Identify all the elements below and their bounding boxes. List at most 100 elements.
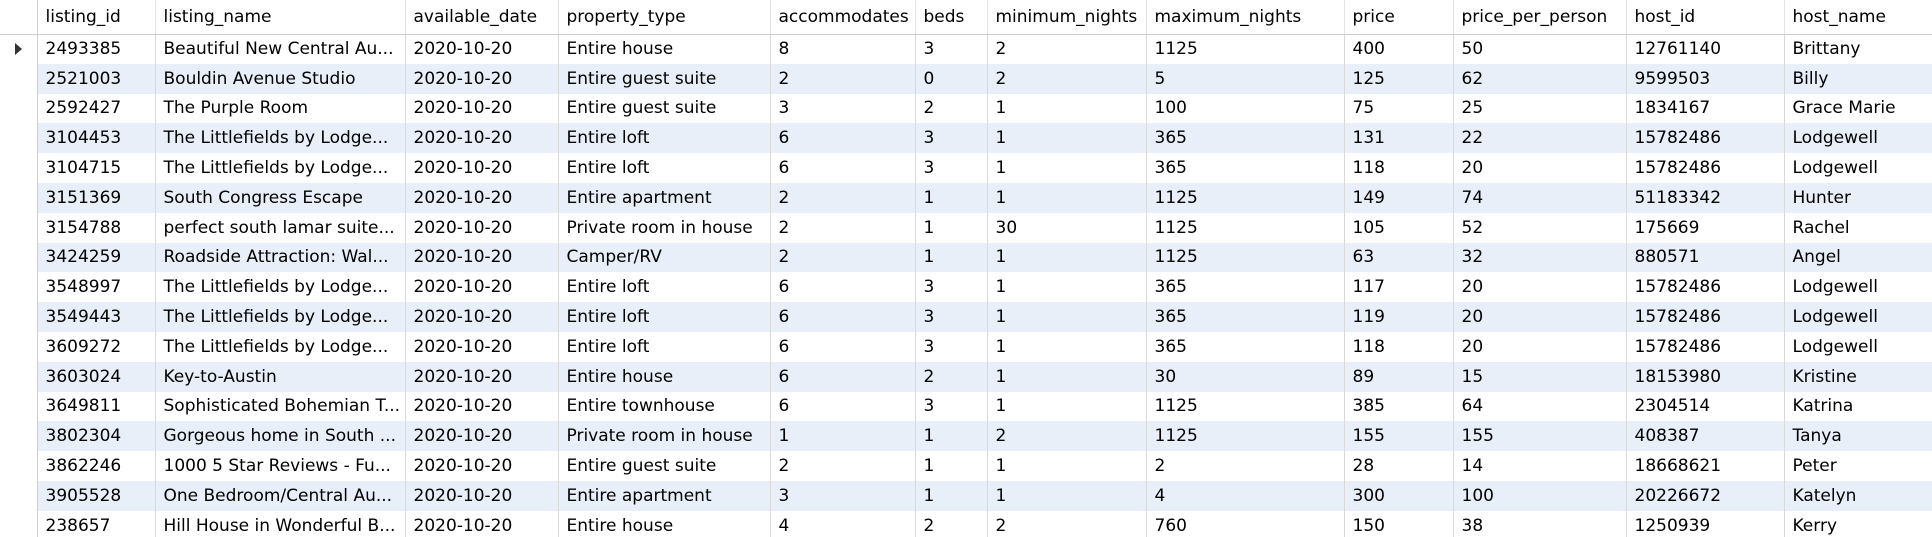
cell-price-per-person[interactable]: 20 <box>1453 153 1627 183</box>
cell-available-date[interactable]: 2020-10-20 <box>405 93 559 124</box>
cell-beds[interactable]: 2 <box>915 510 988 537</box>
cell-host-id[interactable]: 2304514 <box>1626 391 1785 422</box>
cell-host-name[interactable]: Katelyn <box>1784 480 1932 511</box>
cell-listing-id[interactable]: 3802304 <box>37 421 156 452</box>
table-row[interactable]: 3104453 The Littlefields by Lodge... 2020-… <box>0 123 1932 154</box>
cell-price-per-person[interactable]: 20 <box>1453 302 1627 332</box>
cell-listing-name[interactable]: Sophisticated Bohemian T... <box>155 391 406 422</box>
cell-accommodates[interactable]: 8 <box>770 34 916 64</box>
cell-host-id[interactable]: 15782486 <box>1626 302 1785 332</box>
cell-listing-id[interactable]: 3151369 <box>37 182 156 213</box>
row-selector[interactable] <box>0 212 38 243</box>
cell-accommodates[interactable]: 2 <box>770 451 916 481</box>
cell-listing-id[interactable]: 2493385 <box>37 34 156 64</box>
cell-maximum-nights[interactable]: 365 <box>1146 123 1345 154</box>
cell-price-per-person[interactable]: 25 <box>1453 93 1627 124</box>
cell-maximum-nights[interactable]: 1125 <box>1146 182 1345 213</box>
table-row[interactable]: 3603024 Key-to-Austin 2020-10-20 Entire hou… <box>0 361 1932 392</box>
cell-price[interactable]: 400 <box>1344 34 1454 64</box>
cell-host-name[interactable]: Lodgewell <box>1784 153 1932 183</box>
cell-price-per-person[interactable]: 20 <box>1453 272 1627 303</box>
cell-host-id[interactable]: 12761140 <box>1626 34 1785 64</box>
column-header-listing-name[interactable]: listing_name <box>155 0 406 35</box>
cell-listing-name[interactable]: 1000 5 Star Reviews - Fu... <box>155 451 406 481</box>
cell-minimum-nights[interactable]: 1 <box>987 451 1147 481</box>
cell-host-id[interactable]: 408387 <box>1626 421 1785 452</box>
row-selector[interactable] <box>0 34 38 64</box>
cell-price[interactable]: 28 <box>1344 451 1454 481</box>
cell-listing-name[interactable]: Key-to-Austin <box>155 361 406 392</box>
row-selector[interactable] <box>0 153 38 183</box>
cell-accommodates[interactable]: 6 <box>770 123 916 154</box>
cell-minimum-nights[interactable]: 1 <box>987 331 1147 362</box>
cell-beds[interactable]: 1 <box>915 480 988 511</box>
cell-property-type[interactable]: Private room in house <box>558 421 771 452</box>
cell-price-per-person[interactable]: 32 <box>1453 242 1627 273</box>
cell-price[interactable]: 385 <box>1344 391 1454 422</box>
cell-price[interactable]: 119 <box>1344 302 1454 332</box>
cell-listing-id[interactable]: 3104453 <box>37 123 156 154</box>
cell-listing-name[interactable]: One Bedroom/Central Au... <box>155 480 406 511</box>
cell-price-per-person[interactable]: 20 <box>1453 331 1627 362</box>
cell-maximum-nights[interactable]: 760 <box>1146 510 1345 537</box>
cell-host-name[interactable]: Lodgewell <box>1784 123 1932 154</box>
cell-accommodates[interactable]: 2 <box>770 212 916 243</box>
cell-maximum-nights[interactable]: 365 <box>1146 272 1345 303</box>
cell-minimum-nights[interactable]: 1 <box>987 361 1147 392</box>
cell-available-date[interactable]: 2020-10-20 <box>405 34 559 64</box>
cell-price-per-person[interactable]: 100 <box>1453 480 1627 511</box>
cell-price-per-person[interactable]: 64 <box>1453 391 1627 422</box>
cell-listing-name[interactable]: The Littlefields by Lodge... <box>155 153 406 183</box>
row-selector[interactable] <box>0 331 38 362</box>
cell-price[interactable]: 118 <box>1344 153 1454 183</box>
cell-minimum-nights[interactable]: 1 <box>987 480 1147 511</box>
cell-listing-name[interactable]: Hill House in Wonderful B... <box>155 510 406 537</box>
cell-listing-name[interactable]: Bouldin Avenue Studio <box>155 63 406 94</box>
cell-maximum-nights[interactable]: 365 <box>1146 331 1345 362</box>
cell-minimum-nights[interactable]: 2 <box>987 510 1147 537</box>
cell-minimum-nights[interactable]: 1 <box>987 182 1147 213</box>
cell-beds[interactable]: 1 <box>915 421 988 452</box>
cell-beds[interactable]: 1 <box>915 242 988 273</box>
row-selector[interactable] <box>0 302 38 332</box>
cell-property-type[interactable]: Entire townhouse <box>558 391 771 422</box>
cell-host-name[interactable]: Kristine <box>1784 361 1932 392</box>
cell-listing-id[interactable]: 3154788 <box>37 212 156 243</box>
cell-property-type[interactable]: Entire guest suite <box>558 63 771 94</box>
cell-host-id[interactable]: 9599503 <box>1626 63 1785 94</box>
cell-maximum-nights[interactable]: 2 <box>1146 451 1345 481</box>
cell-host-id[interactable]: 175669 <box>1626 212 1785 243</box>
cell-listing-name[interactable]: The Littlefields by Lodge... <box>155 272 406 303</box>
cell-host-id[interactable]: 51183342 <box>1626 182 1785 213</box>
cell-price-per-person[interactable]: 22 <box>1453 123 1627 154</box>
cell-available-date[interactable]: 2020-10-20 <box>405 302 559 332</box>
cell-host-name[interactable]: Grace Marie <box>1784 93 1932 124</box>
cell-price[interactable]: 75 <box>1344 93 1454 124</box>
cell-listing-name[interactable]: The Littlefields by Lodge... <box>155 302 406 332</box>
cell-beds[interactable]: 3 <box>915 272 988 303</box>
cell-accommodates[interactable]: 2 <box>770 63 916 94</box>
cell-minimum-nights[interactable]: 1 <box>987 93 1147 124</box>
cell-listing-name[interactable]: Gorgeous home in South ... <box>155 421 406 452</box>
cell-host-id[interactable]: 18153980 <box>1626 361 1785 392</box>
cell-price-per-person[interactable]: 62 <box>1453 63 1627 94</box>
row-selector[interactable] <box>0 242 38 273</box>
cell-listing-name[interactable]: Roadside Attraction: Wal... <box>155 242 406 273</box>
cell-beds[interactable]: 1 <box>915 451 988 481</box>
table-row[interactable]: 3862246 1000 5 Star Reviews - Fu... 2020-1… <box>0 451 1932 481</box>
cell-price[interactable]: 131 <box>1344 123 1454 154</box>
cell-maximum-nights[interactable]: 1125 <box>1146 34 1345 64</box>
cell-available-date[interactable]: 2020-10-20 <box>405 272 559 303</box>
cell-beds[interactable]: 1 <box>915 182 988 213</box>
cell-host-id[interactable]: 1834167 <box>1626 93 1785 124</box>
cell-host-id[interactable]: 15782486 <box>1626 123 1785 154</box>
row-selector[interactable] <box>0 421 38 452</box>
column-header-host-name[interactable]: host_name <box>1784 0 1932 35</box>
cell-listing-name[interactable]: Beautiful New Central Au... <box>155 34 406 64</box>
cell-minimum-nights[interactable]: 2 <box>987 421 1147 452</box>
row-selector[interactable] <box>0 361 38 392</box>
cell-price[interactable]: 63 <box>1344 242 1454 273</box>
cell-available-date[interactable]: 2020-10-20 <box>405 421 559 452</box>
table-row[interactable]: 238657 Hill House in Wonderful B... 2020-1… <box>0 510 1932 537</box>
cell-maximum-nights[interactable]: 30 <box>1146 361 1345 392</box>
